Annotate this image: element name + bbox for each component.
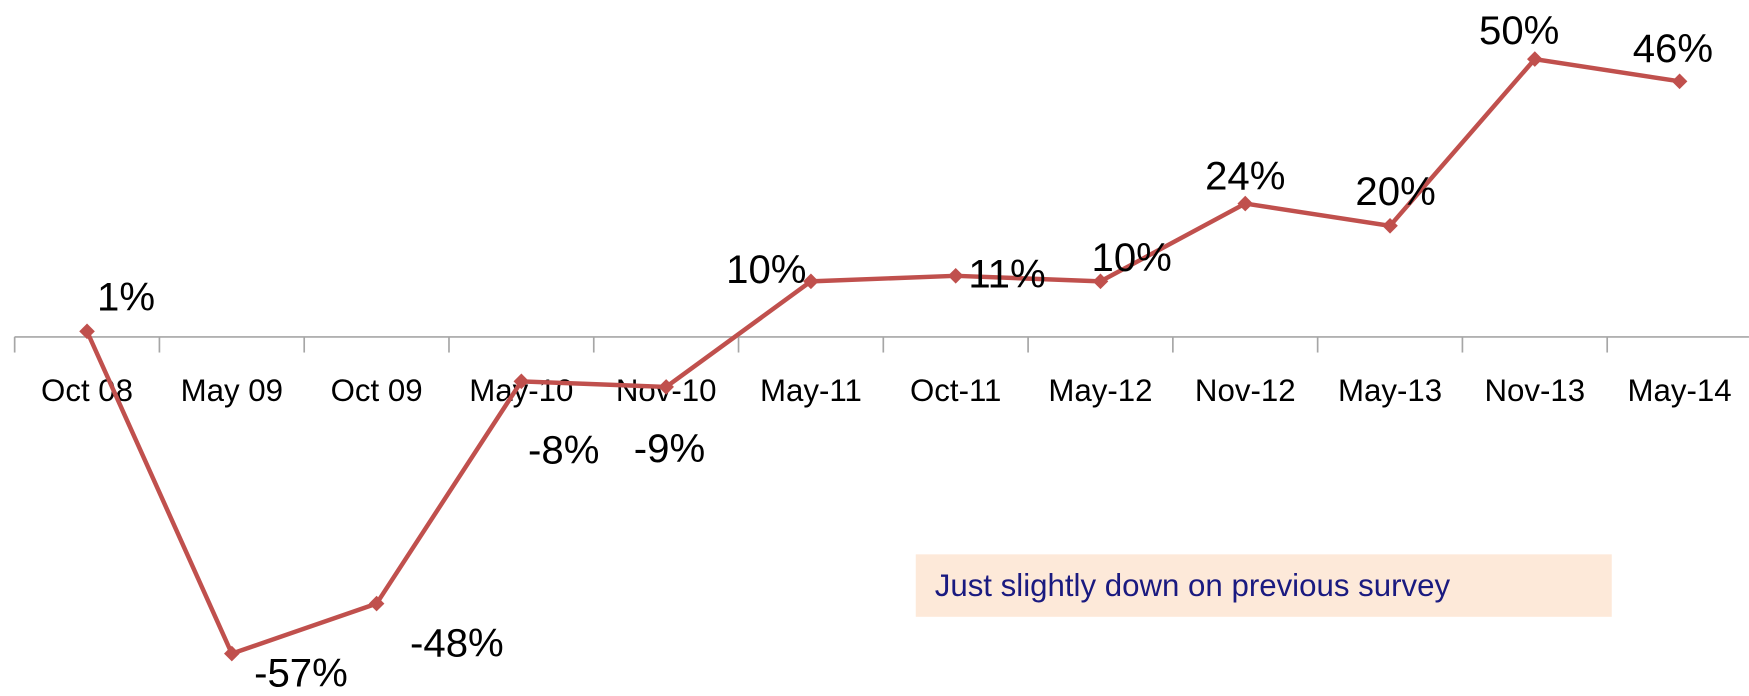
data-label: 24% (1205, 154, 1285, 199)
marker (947, 267, 964, 284)
x-tick-label: May-14 (1628, 373, 1732, 408)
x-tick-label: Oct 09 (331, 373, 423, 408)
marker (1527, 51, 1543, 67)
marker (224, 645, 240, 662)
data-label: 10% (1092, 235, 1172, 280)
data-label: 11% (968, 252, 1045, 297)
marker (1671, 73, 1688, 90)
data-label: -48% (410, 621, 504, 666)
data-label: -8% (528, 427, 599, 472)
data-label: 50% (1479, 8, 1559, 53)
data-label: -9% (634, 426, 705, 471)
line (85, 56, 1680, 657)
marker (803, 273, 819, 290)
x-tick-label: May-11 (760, 373, 862, 408)
x-tick-label: May-13 (1338, 373, 1442, 408)
annotation: Just slightly down on previous survey (935, 568, 1451, 603)
x-tick-label: Oct-11 (910, 373, 1001, 408)
marker (1237, 195, 1254, 212)
data-label: 46% (1633, 26, 1713, 71)
data-label: 10% (726, 247, 806, 292)
x-tick-label: Nov-13 (1484, 373, 1585, 408)
marker (1382, 217, 1398, 234)
x-tick-label: Nov-12 (1195, 373, 1296, 408)
data-label: 1% (97, 275, 155, 320)
marker (513, 373, 530, 390)
data-label: -57% (254, 651, 348, 696)
annotation-box (915, 554, 1612, 617)
x-tick-label: May-12 (1048, 373, 1152, 408)
data-label: 20% (1355, 169, 1435, 214)
x-tick-label: May 09 (181, 373, 283, 408)
